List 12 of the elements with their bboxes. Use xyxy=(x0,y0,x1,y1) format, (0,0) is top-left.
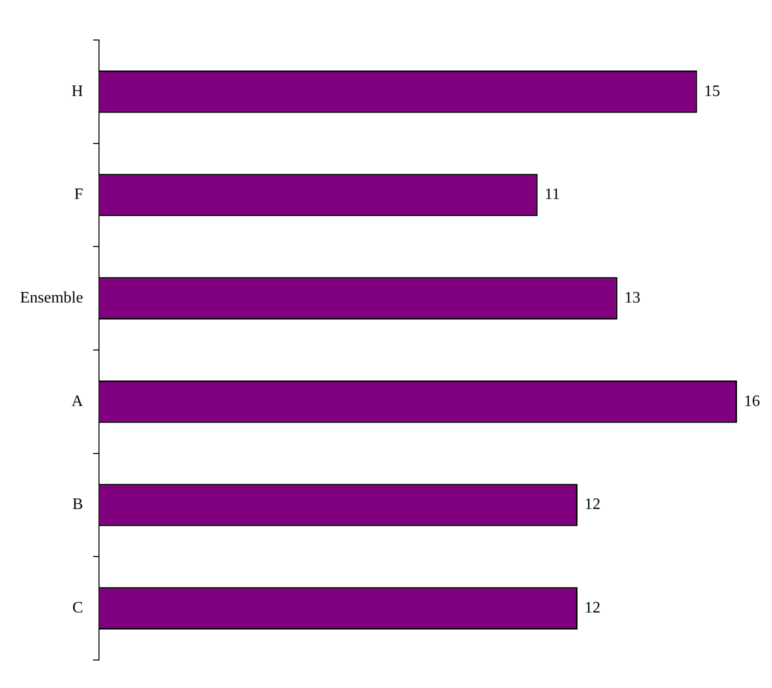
data-label: 12 xyxy=(584,600,601,617)
data-label: 13 xyxy=(624,290,640,307)
data-label: 11 xyxy=(544,186,560,204)
data-label: 16 xyxy=(744,392,760,410)
y-tick-label: F xyxy=(74,186,84,204)
y-tick-label: Ensemble xyxy=(20,290,84,307)
y-tick-label: B xyxy=(72,496,84,514)
y-tick-label: A xyxy=(72,392,84,410)
y-tick-label: C xyxy=(72,600,84,617)
data-label: 15 xyxy=(704,82,720,100)
data-label: 12 xyxy=(584,496,601,514)
y-tick-label: H xyxy=(72,82,84,100)
